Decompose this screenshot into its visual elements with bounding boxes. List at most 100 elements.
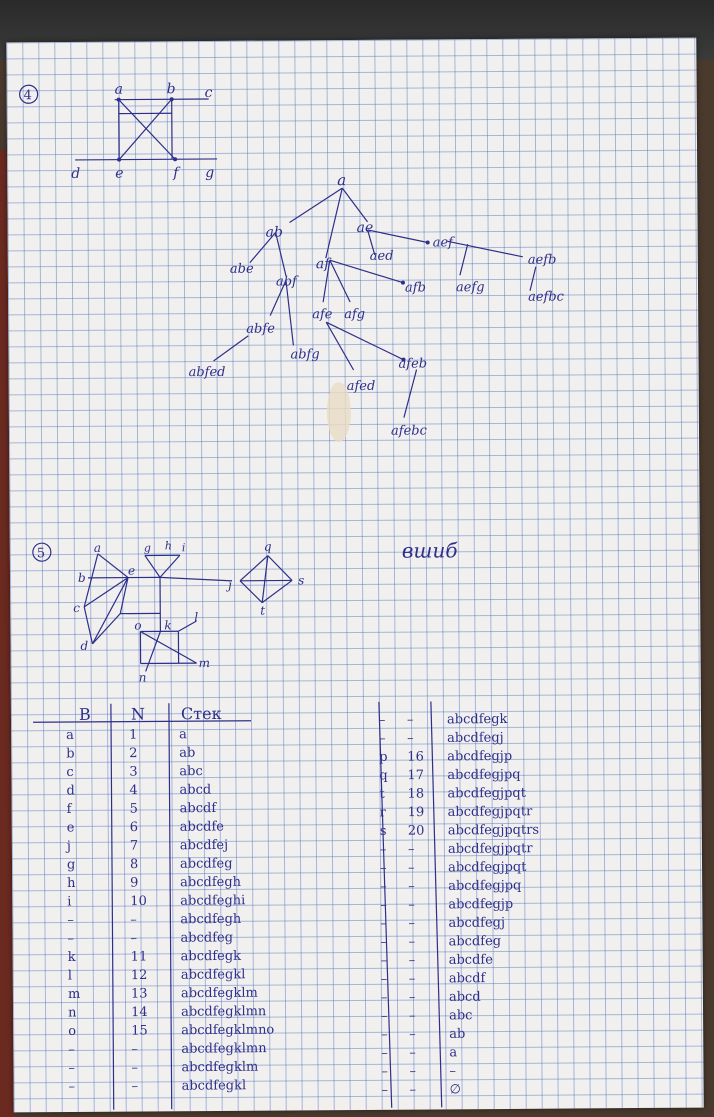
left-row-4-col-2: 4: [129, 783, 137, 798]
right-row-19-col-1: –: [381, 1046, 388, 1061]
tree-node-afeb: afeb: [398, 356, 427, 371]
left-row-6-col-2: 6: [130, 820, 138, 835]
left-row-13-col-2: 11: [131, 949, 148, 964]
p5-node-l: l: [194, 610, 198, 624]
left-row-2-col-1: b: [66, 746, 74, 761]
left-row-8-col-2: 8: [130, 857, 138, 872]
p5-node-t: t: [260, 604, 265, 618]
right-row-6-col-3: abcdfegjpqtr: [448, 804, 534, 820]
problem4-search-tree: a ab ae af aed aef aefb abe abf afb aefg…: [189, 171, 565, 439]
tree-node-afb: afb: [405, 280, 426, 295]
right-row-20-col-2: –: [409, 1064, 416, 1079]
right-row-15-col-2: –: [409, 972, 416, 987]
p5-node-s: s: [298, 573, 304, 587]
right-row-21-col-2: –: [410, 1083, 417, 1098]
p5-node-o: o: [134, 618, 141, 632]
p5-node-g: g: [144, 541, 151, 554]
p5-node-h: h: [165, 539, 172, 552]
right-row-2-col-1: –: [379, 731, 386, 746]
right-row-6-col-2: 19: [408, 805, 425, 820]
right-row-10-col-3: abcdfegjpq: [448, 878, 521, 894]
tree-node-ab: ab: [266, 224, 283, 240]
right-row-9-col-1: –: [380, 861, 387, 876]
left-row-3-col-2: 3: [129, 765, 137, 780]
left-row-20-col-3: abcdfegkl: [182, 1078, 247, 1093]
table-left: B N Стек a 1 ab 2 abc 3 abcd 4 abcdf 5 abcdfe 6 abcd…: [33, 703, 274, 1110]
right-row-5-col-3: abcdfegjpqt: [447, 786, 526, 802]
left-row-1-col-1: a: [66, 728, 74, 743]
left-row-19-col-2: –: [131, 1061, 138, 1076]
left-row-7-col-2: 7: [130, 839, 138, 854]
tree-node-abfe: abfe: [246, 322, 275, 337]
right-row-7-col-3: abcdfegjpqtrs: [448, 823, 539, 839]
left-row-15-col-3: abcdfegklm: [181, 986, 258, 1002]
p5-node-q: q: [264, 540, 272, 554]
right-row-10-col-2: –: [408, 879, 415, 894]
p5-node-k: k: [164, 618, 171, 632]
graph-paper-sheet: 4 a b c d e f g: [6, 37, 704, 1113]
left-row-18-col-2: –: [131, 1042, 138, 1057]
p5-node-j: j: [225, 578, 232, 592]
right-row-17-col-1: –: [381, 1009, 388, 1024]
right-row-3-col-3: abcdfegjp: [447, 749, 512, 764]
tree-node-ae: ae: [357, 220, 374, 236]
right-row-12-col-2: –: [408, 916, 415, 931]
right-row-13-col-2: –: [409, 935, 416, 950]
right-row-9-col-2: –: [408, 861, 415, 876]
right-row-9-col-3: abcdfegjpqt: [448, 860, 527, 876]
problem4-circle: [19, 84, 39, 104]
left-row-14-col-1: l: [68, 968, 72, 983]
right-row-11-col-1: –: [380, 898, 387, 913]
right-row-12-col-1: –: [380, 916, 387, 931]
right-row-18-col-1: –: [381, 1027, 388, 1042]
col-header-b: B: [79, 705, 91, 724]
left-row-8-col-1: g: [67, 857, 75, 872]
problem4-graph: a b c d e f g: [71, 81, 218, 182]
left-row-16-col-2: 14: [131, 1005, 148, 1020]
right-row-10-col-1: –: [380, 879, 387, 894]
tree-node-aef: aef: [433, 235, 456, 250]
tree-node-aed: aed: [370, 249, 394, 264]
problem5-title: вшиб: [402, 538, 459, 562]
right-row-19-col-3: a: [449, 1045, 457, 1060]
left-row-11-col-1: –: [67, 913, 74, 928]
tree-node-aefg: aefg: [456, 280, 485, 295]
problem4-number: 4: [24, 88, 32, 103]
left-row-4-col-1: d: [66, 783, 74, 798]
tree-node-abfg: abfg: [290, 347, 319, 362]
problem5-graph: a b c d e g h i o k l n m q j t s: [73, 539, 304, 684]
right-row-7-col-2: 20: [408, 824, 425, 839]
left-row-16-col-3: abcdfegklmn: [181, 1004, 267, 1020]
right-row-2-col-3: abcdfegj: [447, 730, 504, 745]
col-header-n: N: [131, 704, 145, 723]
left-row-2-col-3: ab: [179, 746, 195, 761]
right-row-8-col-3: abcdfegjpqtr: [448, 841, 534, 857]
left-row-13-col-1: k: [68, 950, 76, 965]
left-row-14-col-3: abcdfegkl: [181, 967, 246, 982]
left-row-5-col-2: 5: [130, 802, 138, 817]
left-row-20-col-1: –: [69, 1079, 76, 1094]
left-row-15-col-1: m: [68, 987, 80, 1002]
left-row-15-col-2: 13: [131, 986, 148, 1001]
tree-node-afed: afed: [347, 379, 376, 394]
p5-node-d: d: [80, 639, 88, 653]
tree-node-af: af: [316, 256, 332, 272]
right-row-3-col-2: 16: [407, 750, 424, 765]
col-header-stack: Стек: [181, 704, 222, 723]
tree-node-afg: afg: [344, 307, 365, 322]
right-row-5-col-1: t: [379, 787, 385, 802]
tree-node-afebc: afebc: [391, 423, 428, 438]
left-row-1-col-3: a: [179, 727, 187, 742]
right-row-21-col-1: –: [382, 1083, 389, 1098]
left-row-3-col-1: c: [66, 765, 73, 780]
right-row-17-col-3: abc: [449, 1008, 472, 1023]
problem5-circle: [32, 542, 52, 562]
left-row-17-col-1: o: [68, 1024, 76, 1039]
left-row-17-col-2: 15: [131, 1023, 148, 1038]
left-row-12-col-3: abcdfeg: [180, 930, 233, 945]
p4-node-c: c: [205, 85, 213, 101]
left-row-9-col-2: 9: [130, 876, 138, 891]
right-row-16-col-2: –: [409, 990, 416, 1005]
p4-node-a: a: [115, 82, 123, 98]
right-row-11-col-2: –: [408, 898, 415, 913]
